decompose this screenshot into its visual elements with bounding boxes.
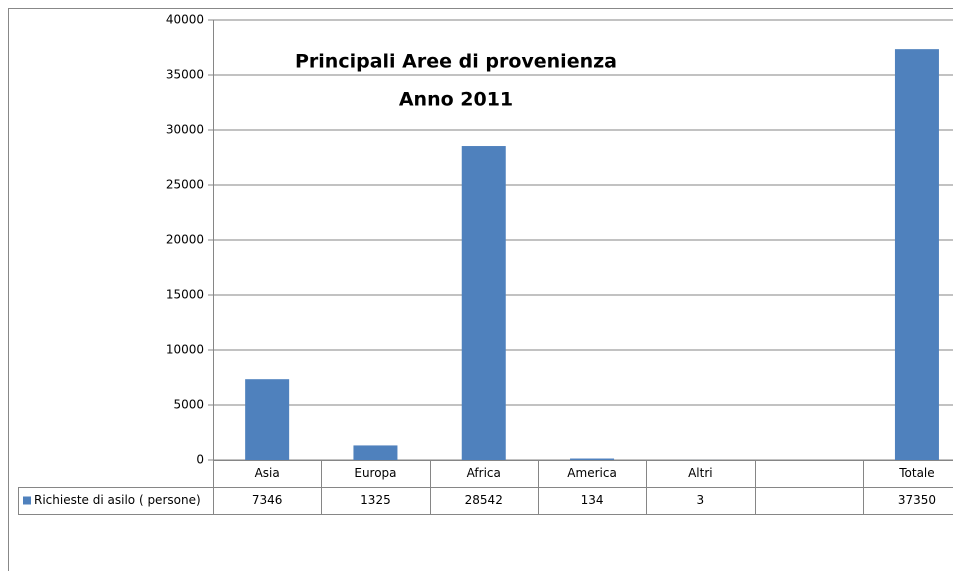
legend-label: Richieste di asilo ( persone) <box>34 493 201 507</box>
data-table-value: 7346 <box>252 493 283 507</box>
x-tick-label: Totale <box>898 466 934 480</box>
x-tick-label: Africa <box>467 466 501 480</box>
data-table-value: 1325 <box>360 493 391 507</box>
x-tick-label: Europa <box>354 466 396 480</box>
data-table-value: 37350 <box>898 493 936 507</box>
y-tick-label: 25000 <box>166 178 204 192</box>
data-table-value: 134 <box>581 493 604 507</box>
bar <box>353 445 398 460</box>
chart-subtitle: Anno 2011 <box>399 89 513 111</box>
y-tick-label: 5000 <box>173 398 204 412</box>
y-tick-label: 20000 <box>166 233 204 247</box>
y-tick-label: 40000 <box>166 13 204 27</box>
y-tick-label: 15000 <box>166 288 204 302</box>
data-table-value: 28542 <box>465 493 503 507</box>
y-tick-label: 30000 <box>166 123 204 137</box>
bar <box>461 146 506 460</box>
y-tick-label: 35000 <box>166 68 204 82</box>
x-tick-label: Altri <box>688 466 713 480</box>
y-tick-label: 0 <box>196 453 204 467</box>
data-table-value: 3 <box>697 493 705 507</box>
bar <box>894 49 939 461</box>
chart-title: Principali Aree di provenienza <box>295 51 617 73</box>
x-tick-label: America <box>567 466 617 480</box>
bar <box>245 379 290 460</box>
bar <box>570 458 615 460</box>
y-tick-label: 10000 <box>166 343 204 357</box>
x-tick-label: Asia <box>255 466 280 480</box>
legend-swatch <box>23 496 31 505</box>
